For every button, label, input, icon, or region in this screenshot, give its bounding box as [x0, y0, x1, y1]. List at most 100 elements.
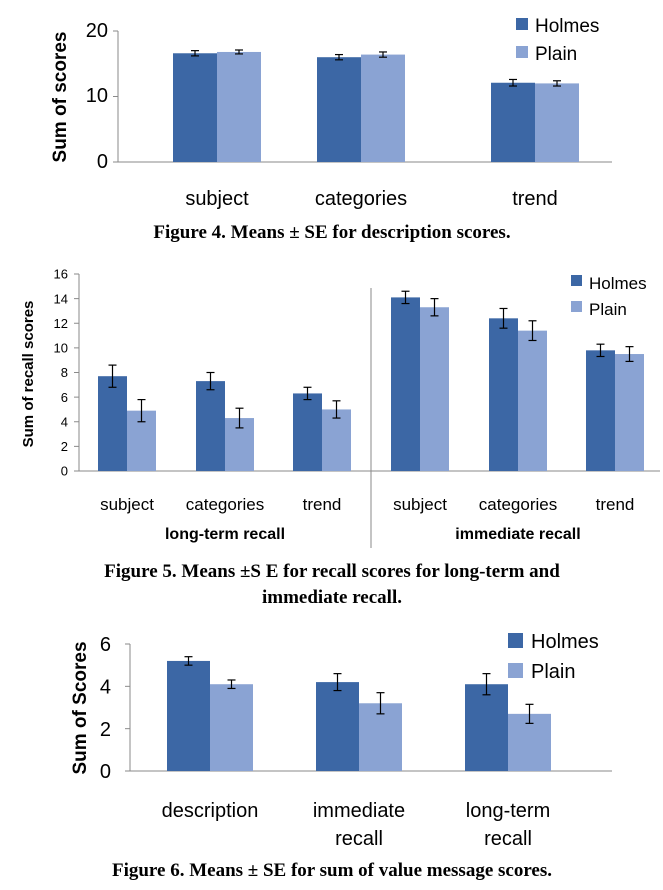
bar-plain-0 — [217, 51, 261, 162]
y-tick-label: 10 — [54, 341, 68, 356]
error-bar — [191, 50, 199, 57]
error-bar — [333, 673, 342, 692]
figure-caption-line: immediate recall. — [262, 587, 402, 608]
bar-plain-2 — [535, 83, 579, 162]
legend-swatch-plain — [516, 46, 528, 58]
error-bar — [137, 398, 146, 423]
x-tick-label: subject — [100, 495, 154, 514]
y-tick-label: 20 — [86, 20, 108, 42]
error-bar — [509, 78, 517, 87]
error-bar — [235, 407, 244, 429]
y-tick-label: 14 — [54, 291, 68, 306]
y-tick-labels: 0 10 20 — [86, 20, 108, 173]
legend-label: Holmes — [589, 274, 647, 293]
bar-holmes-3 — [391, 297, 420, 471]
error-bar — [206, 371, 215, 391]
legend: Holmes Plain — [571, 274, 647, 319]
error-bar — [332, 400, 341, 419]
x-tick-label: trend — [303, 495, 342, 514]
error-bar — [525, 703, 534, 724]
bar-plain-1 — [361, 54, 405, 162]
x-tick-label: categories — [186, 495, 264, 514]
bar-holmes-0 — [173, 53, 217, 162]
y-tick-labels: 0 2 4 6 8 10 12 14 16 — [54, 267, 68, 479]
y-axis-label: Sum of scores — [50, 32, 71, 163]
legend-swatch-plain — [508, 663, 523, 678]
y-tick-label: 16 — [54, 267, 68, 282]
x-tick-labels: description immediate recall long-term r… — [162, 800, 551, 850]
y-tick-label: 0 — [100, 761, 111, 783]
error-bar — [376, 692, 385, 715]
error-bar — [625, 346, 634, 363]
error-bar — [401, 290, 410, 305]
y-tick-label: 2 — [61, 439, 68, 454]
group-label: long-term recall — [165, 526, 285, 543]
x-tick-label: recall — [484, 828, 532, 850]
legend: Holmes Plain — [508, 631, 599, 683]
bar-holmes-2 — [465, 684, 508, 771]
error-bar — [430, 298, 439, 317]
y-axis-label: Sum of recall scores — [20, 301, 37, 448]
error-bar — [499, 307, 508, 329]
legend-swatch-plain — [571, 301, 582, 312]
x-tick-labels: subject categories trend subject categor… — [100, 495, 634, 514]
bar-plain-1 — [359, 703, 402, 771]
error-bar — [303, 386, 312, 401]
error-bar — [108, 364, 117, 388]
bar-plain-5 — [615, 354, 644, 471]
legend-swatch-holmes — [516, 18, 528, 30]
y-tick-label: 0 — [61, 464, 68, 479]
y-tick-label: 12 — [54, 316, 68, 331]
error-bar — [235, 49, 243, 55]
error-bar — [184, 656, 193, 666]
x-tick-label: subject — [185, 188, 249, 210]
bar-holmes-4 — [489, 318, 518, 471]
x-tick-label: description — [162, 800, 259, 822]
error-bar — [335, 53, 343, 61]
x-tick-label: trend — [596, 495, 635, 514]
bars-group — [125, 643, 612, 772]
legend-label: Plain — [589, 300, 627, 319]
legend-swatch-holmes — [508, 633, 523, 648]
y-axis-label: Sum of Scores — [70, 641, 91, 774]
y-tick-label: 10 — [86, 85, 108, 107]
y-tick-label: 6 — [100, 634, 111, 656]
y-tick-label: 4 — [100, 677, 111, 699]
x-tick-label: subject — [393, 495, 447, 514]
bar-holmes-1 — [316, 682, 359, 771]
bar-holmes-1 — [317, 57, 361, 163]
y-tick-label: 6 — [61, 390, 68, 405]
x-tick-label: immediate — [313, 800, 405, 822]
error-bar — [596, 343, 605, 358]
legend-label: Holmes — [535, 16, 599, 37]
x-tick-label: trend — [512, 188, 558, 210]
bar-holmes-0 — [167, 660, 210, 771]
bars-group — [74, 273, 660, 472]
bar-holmes-1 — [196, 381, 225, 471]
bars-group — [113, 30, 612, 163]
group-label: immediate recall — [455, 526, 580, 543]
error-bar — [553, 80, 561, 87]
x-tick-label: categories — [315, 188, 407, 210]
bar-plain-3 — [420, 307, 449, 471]
y-tick-label: 2 — [100, 719, 111, 741]
error-bar — [528, 320, 537, 342]
figure-caption: Figure 6. Means ± SE for sum of value me… — [112, 860, 552, 881]
figure-caption-line: Figure 5. Means ±S E for recall scores f… — [104, 561, 560, 582]
bar-plain-0 — [210, 684, 253, 771]
x-tick-labels: subject categories trend — [185, 188, 557, 210]
y-tick-label: 0 — [97, 151, 108, 173]
chart-value-message-scores: Sum of Scores 0 2 4 6 description immediate… — [70, 631, 612, 881]
y-tick-label: 4 — [61, 414, 68, 429]
chart-description-scores: Sum of scores 0 10 20 subject categories… — [50, 16, 612, 243]
error-bar — [379, 51, 387, 58]
bar-holmes-2 — [293, 393, 322, 471]
y-tick-labels: 0 2 4 6 — [100, 634, 111, 783]
chart-recall-scores: Sum of recall scores 0 2 4 6 8 10 12 14 16 subje… — [20, 267, 660, 608]
figure-caption: Figure 4. Means ± SE for description sco… — [153, 222, 510, 243]
bar-holmes-0 — [98, 376, 127, 471]
y-tick-label: 8 — [61, 365, 68, 380]
legend-label: Plain — [535, 44, 577, 65]
bar-plain-4 — [518, 330, 547, 471]
